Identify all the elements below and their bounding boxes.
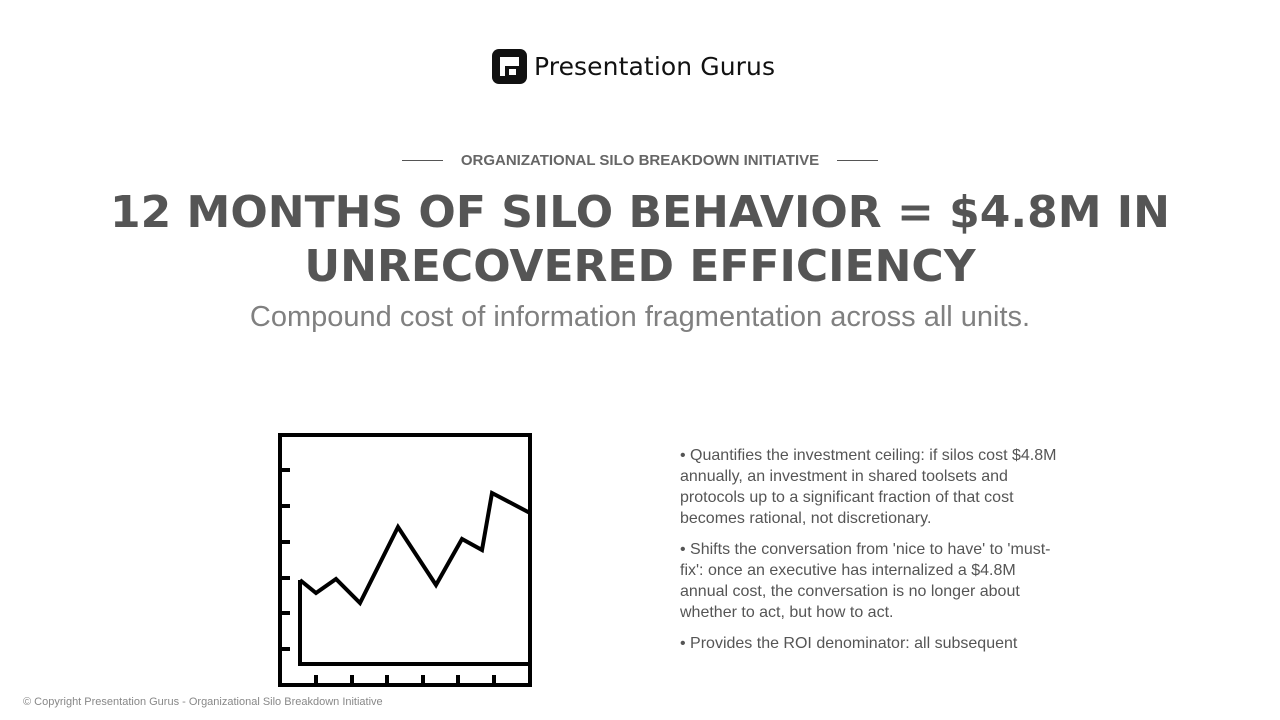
- bullet-item: • Provides the ROI denominator: all subs…: [680, 635, 1018, 652]
- presentation-gurus-logo-icon: [492, 48, 527, 84]
- bullet-item: • Quantifies the investment ceiling: if …: [680, 447, 1057, 527]
- eyebrow-rule-left: [401, 160, 443, 161]
- eyebrow-text: ORGANIZATIONAL SILO BREAKDOWN INITIATIVE: [460, 152, 820, 169]
- brand-name: Presentation Gurus: [534, 51, 776, 81]
- eyebrow: ORGANIZATIONAL SILO BREAKDOWN INITIATIVE: [0, 152, 1280, 169]
- slide-title: 12 MONTHS OF SILO BEHAVIOR = $4.8M IN UN…: [110, 187, 1170, 292]
- bullet-list: • Quantifies the investment ceiling: if …: [680, 445, 1065, 664]
- bullet-item: • Shifts the conversation from 'nice to …: [680, 541, 1051, 621]
- brand-logo: Presentation Gurus: [492, 47, 775, 85]
- eyebrow-rule-right: [837, 160, 879, 161]
- line-chart-icon: [278, 433, 532, 687]
- copyright-footer: © Copyright Presentation Gurus - Organiz…: [23, 696, 383, 708]
- slide-subtitle: Compound cost of information fragmentati…: [249, 301, 1031, 333]
